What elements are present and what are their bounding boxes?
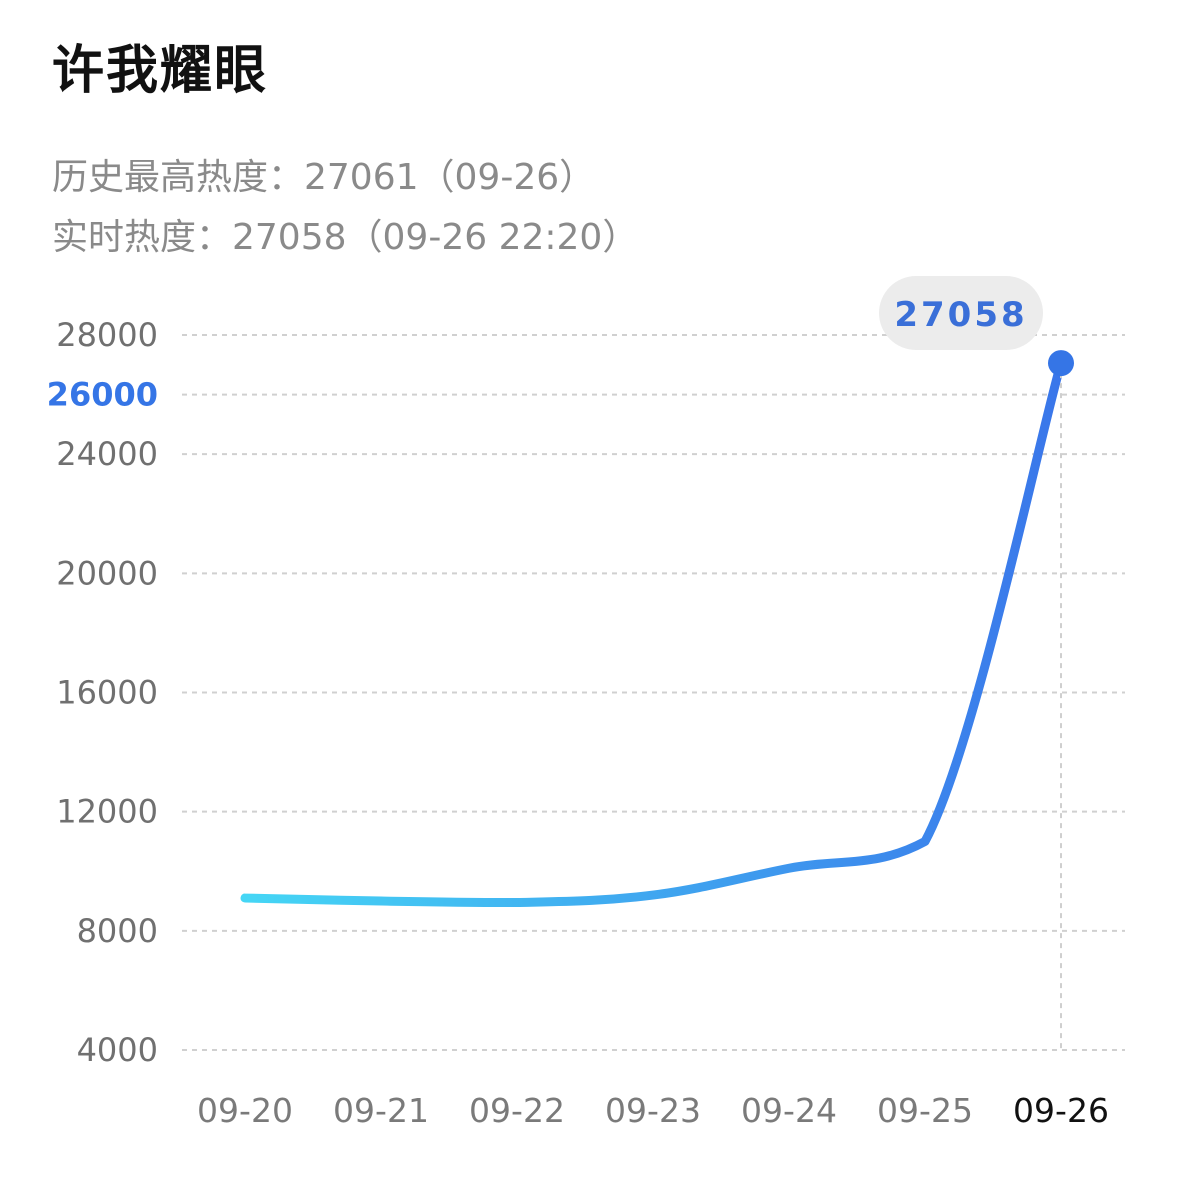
x-tick-label: 09-20 — [197, 1091, 293, 1130]
y-tick-label: 24000 — [56, 435, 158, 473]
x-tick-label: 09-25 — [877, 1091, 973, 1130]
x-tick-label: 09-22 — [469, 1091, 565, 1130]
grid-lines — [182, 334, 1125, 1051]
series-layer — [240, 358, 1066, 908]
y-tick-label: 4000 — [77, 1031, 158, 1069]
tooltip-point[interactable] — [1048, 350, 1074, 377]
peak-heat-info: 历史最高热度：27061（09-26） — [52, 157, 596, 198]
x-axis-ticks: 09-20 09-21 09-22 09-23 09-24 09-25 09-26 — [197, 1091, 1109, 1130]
realtime-heat-info: 实时热度：27058（09-26 22:20） — [52, 217, 639, 258]
y-tick-label: 28000 — [56, 316, 158, 354]
x-tick-label: 09-24 — [741, 1091, 837, 1130]
y-axis-ticks: 4000 8000 12000 16000 20000 24000 26000 28000 — [47, 316, 158, 1069]
y-tick-label: 26000 — [47, 376, 158, 414]
y-tick-label: 20000 — [56, 554, 158, 592]
tooltip-value: 27058 — [894, 295, 1027, 335]
page-title: 许我耀眼 — [52, 41, 269, 101]
x-tick-label: 09-23 — [605, 1091, 701, 1130]
tooltip-bubble — [879, 276, 1043, 350]
y-tick-label: 16000 — [56, 674, 158, 712]
x-tick-label: 09-21 — [333, 1091, 429, 1130]
series-line — [240, 358, 1066, 908]
y-tick-label: 12000 — [56, 793, 158, 831]
x-tick-label: 09-26 — [1013, 1091, 1109, 1130]
y-tick-label: 8000 — [77, 912, 158, 950]
tooltip-layer[interactable]: 27058 — [879, 276, 1074, 1050]
